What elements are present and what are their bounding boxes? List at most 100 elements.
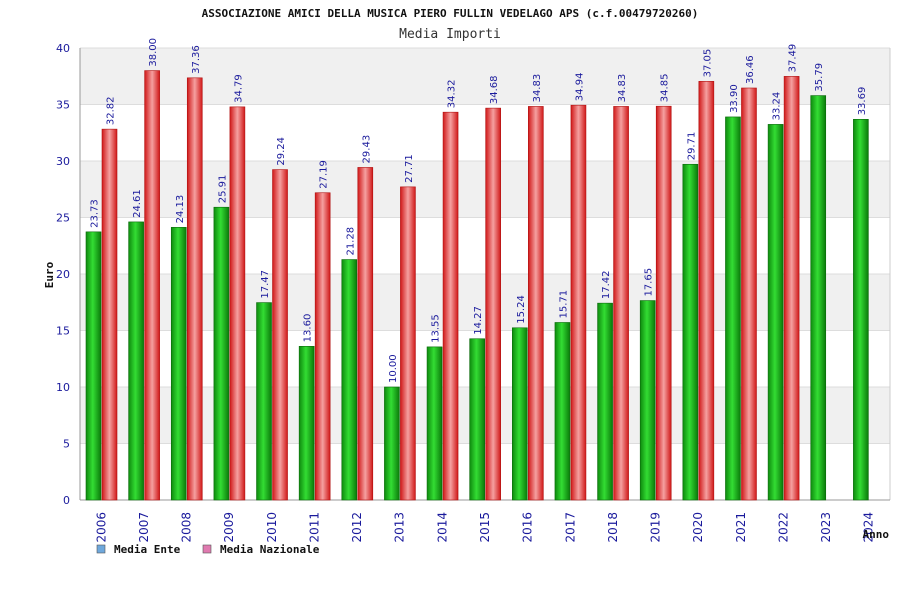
bar-ente: [213, 206, 230, 501]
value-label-ente: 17.42: [601, 271, 612, 300]
bar-ente: [853, 119, 869, 501]
x-tick-label: 2021: [734, 512, 748, 543]
value-label-nazionale: 29.43: [361, 135, 372, 164]
bar-ente: [810, 95, 827, 501]
x-axis-ticks: 2006 2007 2008 2009 2010 2011 2012 2013 2014 2015…: [94, 512, 875, 543]
x-tick-label: 2008: [180, 512, 194, 543]
bar-nazionale: [357, 167, 374, 501]
value-label-ente: 33.69: [857, 87, 868, 116]
y-tick-label: 35: [56, 99, 70, 112]
bar-ente: [298, 346, 315, 501]
x-tick-label: 2011: [307, 512, 321, 543]
legend-label-ente: Media Ente: [114, 543, 181, 556]
value-label-nazionale: 34.83: [617, 74, 628, 103]
value-label-ente: 17.47: [260, 270, 271, 299]
value-label-nazionale: 34.32: [447, 80, 458, 109]
bar-ente: [426, 346, 443, 501]
y-tick-label: 0: [63, 494, 70, 507]
value-label-ente: 17.65: [644, 268, 655, 297]
bar-ente: [341, 259, 358, 501]
value-label-ente: 24.61: [132, 189, 143, 218]
chart-subtitle: Media Importi: [399, 27, 501, 42]
y-axis-label: Euro: [43, 261, 56, 288]
legend: Media Ente Media Nazionale: [96, 543, 320, 556]
bar-ente: [639, 300, 656, 501]
x-tick-label: 2009: [222, 512, 236, 543]
value-label-nazionale: 34.68: [489, 75, 500, 104]
bar-ente: [554, 322, 571, 501]
y-tick-label: 30: [56, 155, 70, 168]
legend-swatch-nazionale: [202, 544, 212, 554]
value-label-ente: 35.79: [814, 63, 825, 92]
bar-ente: [767, 124, 784, 501]
y-axis-ticks: 0 5 10 15 20 25 30 35 40: [56, 42, 70, 507]
bar-nazionale: [783, 76, 800, 501]
bar-ente: [128, 221, 144, 501]
bars-group: [85, 70, 869, 501]
x-tick-label: 2024: [862, 512, 876, 543]
bar-ente: [384, 386, 400, 501]
y-tick-label: 25: [56, 212, 70, 225]
x-tick-label: 2014: [435, 512, 449, 543]
bar-ente: [597, 302, 613, 501]
bar-ente: [725, 116, 741, 501]
x-tick-label: 2017: [563, 512, 577, 543]
value-labels-group: 23.73 32.82 24.61 38.00 24.13 37.36 25.91 34.79…: [90, 38, 868, 383]
value-label-nazionale: 27.19: [319, 160, 330, 189]
value-label-ente: 13.60: [303, 314, 314, 343]
value-label-nazionale: 36.46: [745, 55, 756, 84]
bar-nazionale: [400, 186, 416, 501]
bar-nazionale: [485, 107, 501, 501]
x-tick-label: 2015: [478, 512, 492, 543]
value-label-ente: 15.71: [558, 290, 569, 319]
value-label-ente: 29.71: [686, 132, 697, 161]
bar-ente: [170, 227, 187, 501]
bar-ente: [682, 163, 699, 501]
bar-nazionale: [144, 70, 160, 501]
value-label-ente: 33.24: [772, 92, 783, 121]
value-label-nazionale: 34.85: [660, 74, 671, 103]
value-label-ente: 25.91: [217, 175, 228, 204]
value-label-nazionale: 34.83: [532, 74, 543, 103]
bar-ente: [512, 327, 528, 501]
bar-nazionale: [101, 128, 118, 501]
bar-nazionale: [442, 111, 459, 501]
x-tick-label: 2013: [393, 512, 407, 543]
bar-ente: [469, 338, 485, 501]
x-tick-label: 2010: [265, 512, 279, 543]
y-tick-label: 10: [56, 381, 70, 394]
x-tick-label: 2012: [350, 512, 364, 543]
x-tick-label: 2022: [776, 512, 790, 543]
y-tick-label: 20: [56, 268, 70, 281]
bar-nazionale: [528, 106, 544, 501]
legend-label-nazionale: Media Nazionale: [220, 543, 320, 556]
x-tick-label: 2016: [521, 512, 535, 543]
x-axis-label: Anno: [863, 528, 890, 541]
bar-ente: [85, 231, 102, 501]
bar-nazionale: [741, 87, 757, 501]
legend-swatch-ente: [96, 544, 106, 554]
x-tick-label: 2020: [691, 512, 705, 543]
bar-nazionale: [698, 81, 715, 501]
value-label-nazionale: 29.24: [276, 137, 287, 166]
value-label-ente: 15.24: [516, 295, 527, 324]
value-label-ente: 33.90: [729, 84, 740, 113]
x-tick-label: 2019: [649, 512, 663, 543]
value-label-nazionale: 27.71: [404, 154, 415, 183]
x-tick-label: 2023: [819, 512, 833, 543]
value-label-nazionale: 34.94: [574, 73, 585, 102]
value-label-nazionale: 38.00: [148, 38, 159, 67]
chart-title: ASSOCIAZIONE AMICI DELLA MUSICA PIERO FU…: [202, 7, 699, 20]
value-label-nazionale: 32.82: [106, 96, 117, 125]
x-tick-label: 2018: [606, 512, 620, 543]
value-label-ente: 23.73: [90, 199, 101, 228]
value-label-nazionale: 34.79: [233, 74, 244, 103]
y-tick-label: 5: [63, 438, 70, 451]
y-tick-label: 40: [56, 42, 70, 55]
bar-nazionale: [613, 106, 629, 501]
bar-nazionale: [570, 104, 587, 501]
bar-ente: [256, 302, 272, 501]
value-label-ente: 24.13: [175, 195, 186, 224]
